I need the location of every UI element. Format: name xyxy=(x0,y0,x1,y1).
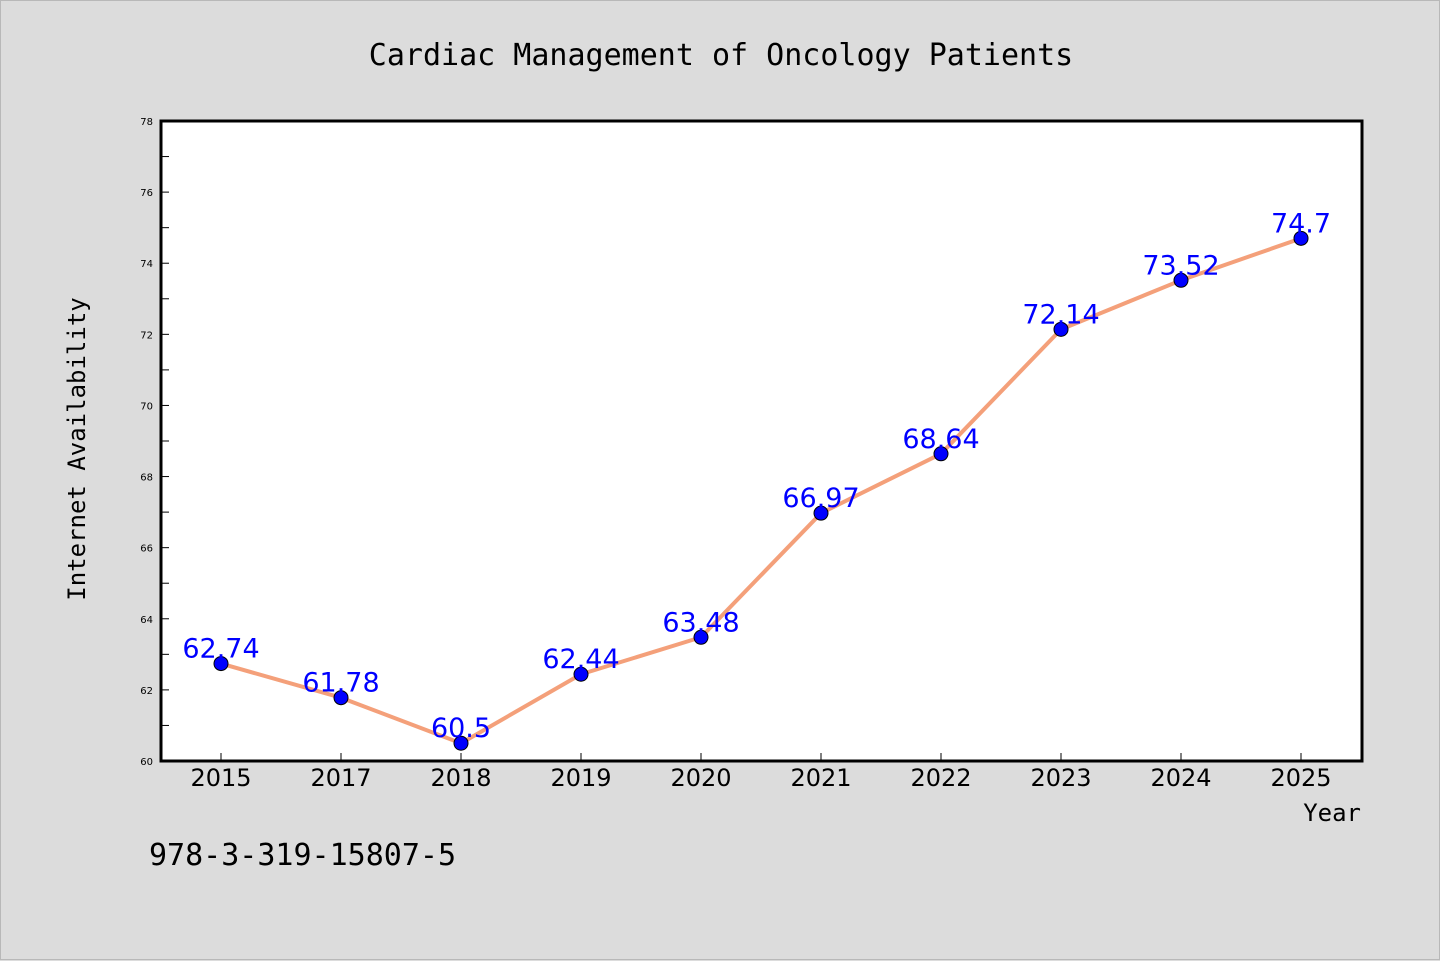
data-markers xyxy=(213,230,1309,751)
data-label: 62.74 xyxy=(182,634,259,665)
data-label: 73.52 xyxy=(1142,250,1219,281)
x-tick-label: 2018 xyxy=(430,764,491,792)
data-label: 62.44 xyxy=(542,644,619,675)
data-point xyxy=(573,666,589,682)
data-label: 63.48 xyxy=(662,607,739,638)
y-tick-label: 60 xyxy=(140,757,153,768)
x-tick-label: 2023 xyxy=(1030,764,1091,792)
data-label: 74.7 xyxy=(1271,208,1331,239)
x-tick-label: 2020 xyxy=(670,764,731,792)
y-axis-ticks: 60 62 64 66 68 70 72 74 76 78 xyxy=(140,117,169,768)
y-tick-label: 62 xyxy=(140,686,153,697)
data-point xyxy=(933,446,949,462)
data-labels: 62.74 61.78 60.5 62.44 63.48 66.97 68.64 72.14 7… xyxy=(182,208,1331,744)
y-tick-label: 70 xyxy=(140,401,153,412)
y-tick-label: 74 xyxy=(140,259,153,270)
x-tick-label: 2022 xyxy=(910,764,971,792)
x-tick-label: 2021 xyxy=(790,764,851,792)
y-axis-label: Internet Availability xyxy=(63,297,91,600)
data-point xyxy=(213,656,229,672)
data-point xyxy=(1173,272,1189,288)
data-label: 60.5 xyxy=(431,713,491,744)
data-point xyxy=(813,505,829,521)
data-point xyxy=(453,735,469,751)
data-point xyxy=(1293,230,1309,246)
y-tick-label: 78 xyxy=(140,117,153,128)
y-tick-label: 66 xyxy=(140,544,153,555)
footer-identifier: 978-3-319-15807-5 xyxy=(149,838,456,873)
x-tick-label: 2019 xyxy=(550,764,611,792)
data-point xyxy=(1053,321,1069,337)
series-line xyxy=(219,236,1303,746)
data-label: 68.64 xyxy=(902,424,979,455)
x-tick-label: 2025 xyxy=(1270,764,1331,792)
chart-title: Cardiac Management of Oncology Patients xyxy=(369,38,1073,73)
plot-frame xyxy=(159,119,1364,763)
x-axis-label: Year xyxy=(1303,799,1361,827)
data-label: 66.97 xyxy=(782,483,859,514)
x-tick-label: 2017 xyxy=(310,764,371,792)
data-point xyxy=(693,629,709,645)
y-tick-label: 76 xyxy=(140,188,153,199)
y-tick-label: 68 xyxy=(140,473,153,484)
data-point xyxy=(333,690,349,706)
data-label: 72.14 xyxy=(1022,299,1099,330)
y-tick-label: 72 xyxy=(140,330,153,341)
y-tick-label: 64 xyxy=(140,615,153,626)
x-axis-ticks: 2015 2017 2018 2019 2020 2021 2022 2023 2024 2025 xyxy=(190,753,1332,792)
x-tick-label: 2024 xyxy=(1150,764,1211,792)
data-label: 61.78 xyxy=(302,668,379,699)
x-tick-label: 2015 xyxy=(190,764,251,792)
plot-area xyxy=(161,121,1362,761)
